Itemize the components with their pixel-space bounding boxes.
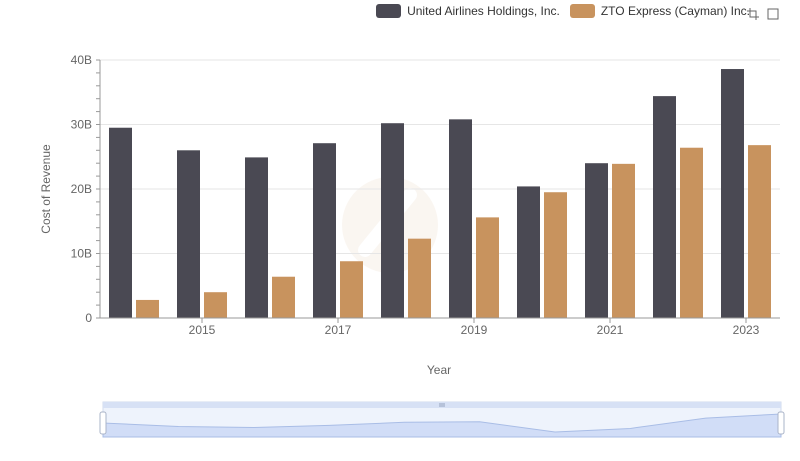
bar-united-2016[interactable]	[245, 157, 268, 318]
bar-united-2020[interactable]	[517, 186, 540, 318]
x-axis-title: Year	[427, 363, 451, 377]
legend-label-united: United Airlines Holdings, Inc.	[407, 4, 560, 18]
zoom-icon[interactable]	[746, 7, 760, 21]
datazoom-grip[interactable]	[439, 403, 445, 407]
bar-zto-2015[interactable]	[204, 292, 227, 318]
bar-zto-2017[interactable]	[340, 261, 363, 318]
bar-united-2014[interactable]	[109, 127, 132, 318]
bar-zto-2018[interactable]	[408, 238, 431, 318]
toolbox	[746, 7, 780, 21]
y-axis-title: Cost of Revenue	[39, 144, 53, 234]
y-tick-label: 40B	[71, 53, 92, 67]
bar-united-2021[interactable]	[585, 163, 608, 318]
x-tick-label: 2015	[189, 323, 216, 337]
x-tick-label: 2023	[733, 323, 760, 337]
legend-swatch-zto	[569, 4, 595, 18]
bar-united-2023[interactable]	[721, 69, 744, 318]
x-tick-label: 2017	[325, 323, 352, 337]
bar-zto-2021[interactable]	[612, 163, 635, 318]
legend-item-united[interactable]: United Airlines Holdings, Inc.	[376, 4, 560, 18]
y-tick-label: 30B	[71, 118, 92, 132]
y-tick-label: 0	[85, 311, 92, 325]
y-tick-label: 10B	[71, 247, 92, 261]
legend: United Airlines Holdings, Inc. ZTO Expre…	[376, 4, 750, 18]
legend-swatch-united	[376, 4, 402, 18]
bar-zto-2023[interactable]	[748, 145, 771, 318]
bar-zto-2020[interactable]	[544, 192, 567, 318]
bar-zto-2016[interactable]	[272, 276, 295, 318]
datazoom-handle-left[interactable]	[99, 411, 107, 435]
legend-item-zto[interactable]: ZTO Express (Cayman) Inc.	[569, 4, 750, 18]
bar-united-2019[interactable]	[449, 119, 472, 318]
bar-united-2015[interactable]	[177, 150, 200, 318]
restore-icon[interactable]	[766, 7, 780, 21]
bar-zto-2014[interactable]	[136, 299, 159, 318]
x-tick-label: 2019	[461, 323, 488, 337]
bar-united-2018[interactable]	[381, 123, 404, 319]
x-tick-label: 2021	[597, 323, 624, 337]
bar-united-2017[interactable]	[313, 143, 336, 318]
bar-zto-2022[interactable]	[680, 147, 703, 318]
bar-zto-2019[interactable]	[476, 217, 499, 318]
bar-united-2022[interactable]	[653, 96, 676, 319]
legend-label-zto: ZTO Express (Cayman) Inc.	[600, 4, 750, 18]
datazoom-handle-right[interactable]	[777, 411, 785, 435]
y-tick-label: 20B	[71, 182, 92, 196]
